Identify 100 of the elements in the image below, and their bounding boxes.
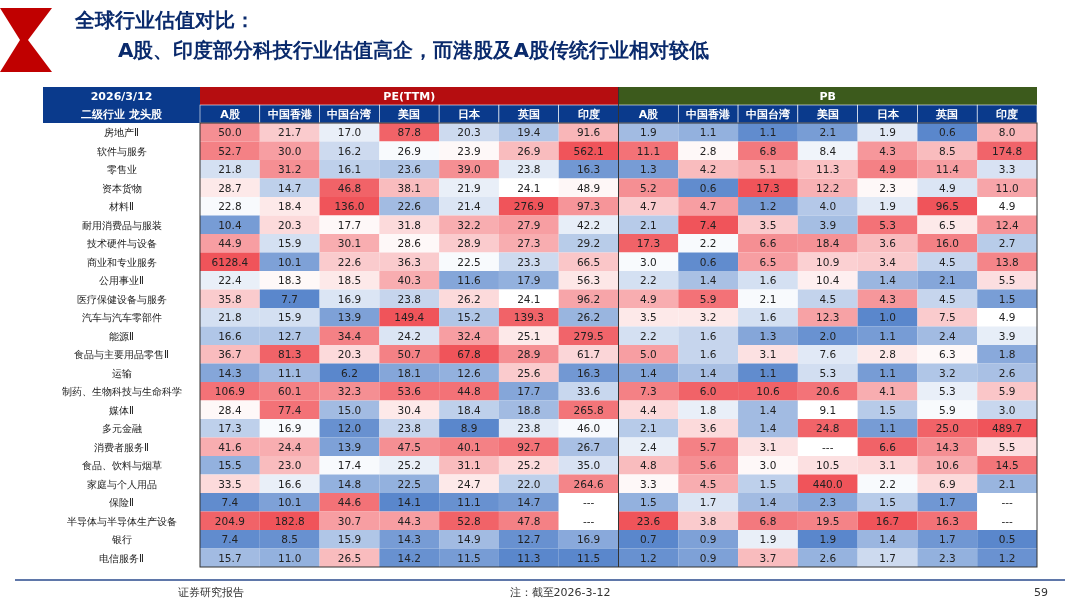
data-label: 1.5 [879,496,896,509]
data-label: 36.3 [397,255,421,268]
data-label: 440.0 [812,477,843,490]
data-label: 12.0 [337,422,362,435]
data-label: 47.5 [397,440,421,453]
data-label: 2.3 [879,181,896,194]
data-label: 1.1 [759,126,777,139]
data-label: 24.1 [517,181,541,194]
data-label: 4.0 [819,200,837,213]
data-label: 1.9 [819,533,837,546]
data-label: 1.3 [640,163,657,176]
data-label: 10.5 [816,459,840,472]
data-label: 31.1 [457,459,481,472]
data-label: 13.9 [337,311,362,324]
data-label: 5.5 [998,274,1016,287]
data-label: 2.1 [819,126,837,139]
data-label: 50.7 [397,348,421,361]
data-label: 1.9 [879,200,896,213]
data-label: 39.0 [457,163,481,176]
data-label: 31.8 [397,218,421,231]
data-label: 26.5 [337,551,362,564]
data-label: 16.6 [277,477,302,490]
data-label: 7.4 [221,496,239,509]
data-label: 77.4 [277,403,302,416]
data-label: 3.1 [759,440,777,453]
data-label: 97.3 [576,200,601,213]
data-label: 14.2 [397,551,421,564]
data-label: 3.3 [640,477,657,490]
data-label: 489.7 [992,422,1023,435]
data-label: 66.5 [576,255,601,268]
data-label: 4.5 [699,477,717,490]
text: 2026/3/12 [90,90,153,103]
data-label: 3.5 [759,218,777,231]
data-label: 2.2 [640,274,657,287]
data-label: 22.8 [218,200,242,213]
data-label: 1.1 [879,422,896,435]
data-label: 28.9 [517,348,541,361]
data-label: 204.9 [214,514,245,527]
data-label: 2.6 [998,366,1016,379]
data-label: 1.4 [759,403,777,416]
data-label: 4.8 [640,459,657,472]
data-label: 30.0 [277,144,302,157]
data-label: 10.4 [816,274,840,287]
data-label: 4.7 [640,200,657,213]
y-tick-label: 软件与服务 [96,145,147,157]
data-label: 25.2 [517,459,541,472]
data-label: 1.4 [640,366,658,379]
data-label: 48.9 [576,181,601,194]
data-label: 4.2 [699,163,717,176]
data-label: 26.2 [576,311,601,324]
data-label: 23.8 [397,292,421,305]
data-label: 10.6 [935,459,960,472]
y-tick-label: 消费者服务Ⅱ [94,441,149,453]
data-label: 3.3 [998,163,1016,176]
text: --- [822,440,834,453]
y-tick-label: 银行 [110,534,132,546]
data-label: 1.8 [998,348,1016,361]
data-label: 4.3 [879,144,896,157]
data-label: 2.8 [699,144,717,157]
data-label: 28.4 [218,403,242,416]
data-label: 29.2 [576,237,601,250]
data-label: 2.2 [640,329,657,342]
data-label: 276.9 [513,200,544,213]
data-label: 1.7 [938,533,956,546]
data-label: 27.9 [517,218,541,231]
data-label: 50.0 [218,126,242,139]
data-label: 0.6 [699,255,717,268]
data-label: 6.8 [759,144,777,157]
data-label: 10.6 [756,385,780,398]
data-label: 15.0 [337,403,362,416]
data-label: 81.3 [277,348,302,361]
data-label: 96.5 [935,200,960,213]
data-label: 4.9 [879,163,896,176]
data-label: 5.0 [640,348,657,361]
data-label: 11.3 [517,551,541,564]
data-label: 23.6 [636,514,661,527]
data-label: 2.4 [938,329,956,342]
x-tick-label: 中国台湾 [327,108,373,121]
data-label: 22.6 [397,200,422,213]
y-tick-label: 运输 [111,367,132,379]
data-label: 3.4 [879,255,897,268]
data-label: 4.5 [938,255,956,268]
data-label: 17.3 [756,181,780,194]
data-label: 31.2 [277,163,302,176]
data-label: 11.1 [636,144,661,157]
data-label: 14.5 [995,459,1019,472]
data-label: 20.3 [457,126,481,139]
data-label: 11.3 [816,163,840,176]
y-tick-label: 商业和专业服务 [86,256,157,268]
data-label: 36.7 [218,348,242,361]
data-label: 44.8 [457,385,481,398]
data-label: 21.4 [457,200,482,213]
data-label: 14.9 [457,533,481,546]
data-label: 182.8 [274,514,305,527]
data-label: 21.8 [218,163,242,176]
data-label: 1.7 [879,551,896,564]
data-label: 23.3 [517,255,541,268]
y-tick-label: 房地产Ⅱ [104,127,139,139]
data-label: 1.4 [879,274,897,287]
data-label: 25.0 [935,422,960,435]
